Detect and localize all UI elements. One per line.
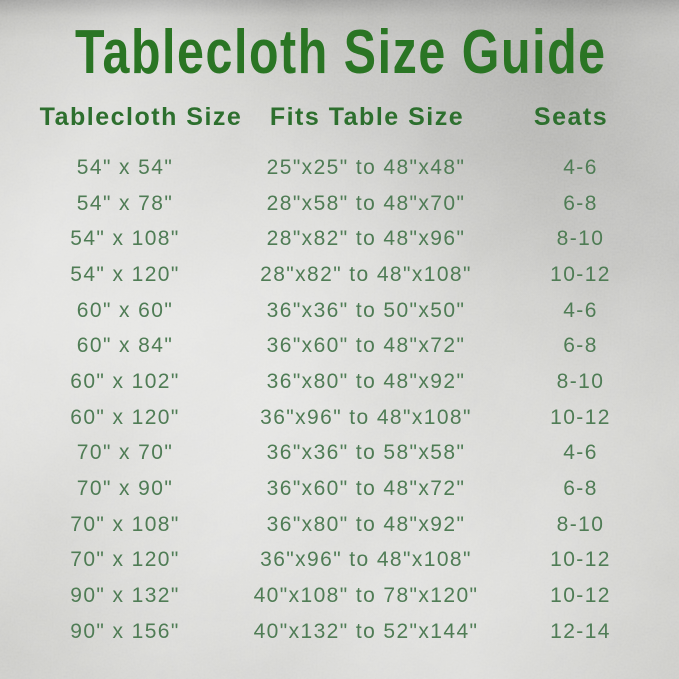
- header-fits-table-size: Fits Table Size: [269, 103, 465, 131]
- header-seats: Seats: [533, 103, 609, 131]
- fits-table-size-cell: 28"x82" to 48"x96": [266, 227, 466, 251]
- header-tablecloth-size: Tablecloth Size: [39, 103, 243, 131]
- tablecloth-size-cell: 60" x 60": [76, 298, 174, 322]
- seats-cell: 10-12: [550, 262, 611, 286]
- page-title: Tablecloth Size Guide: [0, 22, 679, 84]
- seats-cell: 8-10: [556, 369, 605, 393]
- fits-table-size-cell: 25"x25" to 48"x48": [266, 155, 466, 179]
- table-row: 60" x 60" 36"x36" to 50"x50" 4-6: [0, 293, 679, 329]
- seats-cell: 8-10: [556, 512, 605, 536]
- fits-table-size-cell: 36"x60" to 48"x72": [266, 334, 466, 358]
- seats-cell: 6-8: [563, 477, 598, 501]
- fits-table-size-cell: 36"x60" to 48"x72": [266, 477, 466, 501]
- fits-table-size-cell: 36"x96" to 48"x108": [260, 548, 472, 572]
- fits-table-size-cell: 36"x80" to 48"x92": [266, 369, 466, 393]
- table-row: 60" x 102" 36"x80" to 48"x92" 8-10: [0, 364, 679, 400]
- fits-table-size-cell: 28"x82" to 48"x108": [260, 262, 472, 286]
- table-header-row: Tablecloth Size Fits Table Size Seats: [0, 103, 679, 135]
- table-row: 60" x 120" 36"x96" to 48"x108" 10-12: [0, 400, 679, 436]
- tablecloth-size-cell: 90" x 156": [70, 619, 180, 643]
- tablecloth-size-cell: 60" x 120": [70, 405, 180, 429]
- table-row: 70" x 90" 36"x60" to 48"x72" 6-8: [0, 471, 679, 507]
- seats-cell: 12-14: [550, 619, 611, 643]
- seats-cell: 10-12: [550, 584, 611, 608]
- fits-table-size-cell: 36"x36" to 50"x50": [266, 298, 466, 322]
- seats-cell: 8-10: [556, 227, 605, 251]
- seats-cell: 10-12: [550, 548, 611, 572]
- size-table-body: 54" x 54" 25"x25" to 48"x48" 4-6 54" x 7…: [0, 150, 679, 650]
- tablecloth-size-cell: 54" x 108": [70, 227, 180, 251]
- table-row: 54" x 108" 28"x82" to 48"x96" 8-10: [0, 221, 679, 257]
- page-title-text: Tablecloth Size Guide: [74, 18, 607, 87]
- table-row: 90" x 132" 40"x108" to 78"x120" 10-12: [0, 578, 679, 614]
- fits-table-size-cell: 40"x108" to 78"x120": [253, 584, 479, 608]
- table-row: 70" x 108" 36"x80" to 48"x92" 8-10: [0, 507, 679, 543]
- tablecloth-size-cell: 70" x 70": [76, 441, 174, 465]
- seats-cell: 6-8: [563, 334, 598, 358]
- seats-cell: 4-6: [563, 441, 598, 465]
- table-row: 90" x 156" 40"x132" to 52"x144" 12-14: [0, 614, 679, 650]
- table-row: 54" x 54" 25"x25" to 48"x48" 4-6: [0, 150, 679, 186]
- seats-cell: 10-12: [550, 405, 611, 429]
- table-row: 60" x 84" 36"x60" to 48"x72" 6-8: [0, 328, 679, 364]
- fits-table-size-cell: 40"x132" to 52"x144": [253, 619, 479, 643]
- tablecloth-size-cell: 90" x 132": [70, 584, 180, 608]
- table-row: 70" x 70" 36"x36" to 58"x58" 4-6: [0, 436, 679, 472]
- table-row: 70" x 120" 36"x96" to 48"x108" 10-12: [0, 543, 679, 579]
- tablecloth-size-cell: 60" x 84": [76, 334, 174, 358]
- tablecloth-size-cell: 60" x 102": [70, 369, 180, 393]
- table-row: 54" x 120" 28"x82" to 48"x108" 10-12: [0, 257, 679, 293]
- tablecloth-size-cell: 70" x 108": [70, 512, 180, 536]
- tablecloth-size-cell: 70" x 90": [76, 477, 174, 501]
- fits-table-size-cell: 36"x96" to 48"x108": [260, 405, 472, 429]
- tablecloth-size-cell: 54" x 54": [76, 155, 174, 179]
- fits-table-size-cell: 28"x58" to 48"x70": [266, 191, 466, 215]
- fits-table-size-cell: 36"x80" to 48"x92": [266, 512, 466, 536]
- seats-cell: 6-8: [563, 191, 598, 215]
- tablecloth-size-cell: 54" x 120": [70, 262, 180, 286]
- fits-table-size-cell: 36"x36" to 58"x58": [266, 441, 466, 465]
- tablecloth-size-cell: 70" x 120": [70, 548, 180, 572]
- tablecloth-size-cell: 54" x 78": [76, 191, 174, 215]
- seats-cell: 4-6: [563, 155, 598, 179]
- table-row: 54" x 78" 28"x58" to 48"x70" 6-8: [0, 186, 679, 222]
- seats-cell: 4-6: [563, 298, 598, 322]
